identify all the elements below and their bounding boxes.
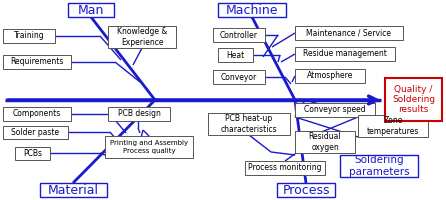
FancyBboxPatch shape — [277, 183, 335, 197]
Text: Soldering
parameters: Soldering parameters — [349, 155, 409, 177]
Text: Process: Process — [282, 184, 330, 196]
Text: Heat: Heat — [227, 50, 244, 60]
FancyBboxPatch shape — [295, 26, 403, 40]
FancyBboxPatch shape — [385, 78, 442, 121]
Text: Atmosphere: Atmosphere — [307, 72, 353, 80]
FancyBboxPatch shape — [295, 131, 355, 153]
Text: Printing and Assembly
Process quality: Printing and Assembly Process quality — [110, 140, 188, 154]
FancyBboxPatch shape — [218, 48, 253, 62]
FancyBboxPatch shape — [340, 155, 418, 177]
Text: Residue management: Residue management — [303, 49, 387, 58]
FancyBboxPatch shape — [358, 115, 428, 137]
Text: PCB design: PCB design — [118, 110, 161, 118]
FancyBboxPatch shape — [108, 26, 176, 48]
FancyBboxPatch shape — [3, 55, 71, 69]
Text: Machine: Machine — [226, 3, 278, 17]
FancyBboxPatch shape — [105, 136, 193, 158]
Text: PCBs: PCBs — [23, 149, 42, 158]
FancyBboxPatch shape — [208, 113, 290, 135]
Text: PCB heat-up
characteristics: PCB heat-up characteristics — [221, 114, 277, 134]
Text: Knowledge &
Experience: Knowledge & Experience — [117, 27, 167, 47]
FancyBboxPatch shape — [68, 3, 114, 17]
FancyBboxPatch shape — [213, 28, 265, 42]
Text: Conveyor: Conveyor — [221, 72, 257, 82]
Text: Controller: Controller — [220, 30, 258, 40]
FancyBboxPatch shape — [40, 183, 107, 197]
FancyBboxPatch shape — [218, 3, 286, 17]
Text: Maintenance / Service: Maintenance / Service — [306, 28, 392, 38]
Text: Requirements: Requirements — [10, 58, 64, 66]
Text: Training: Training — [14, 31, 44, 40]
Text: Components: Components — [13, 110, 61, 118]
FancyBboxPatch shape — [295, 47, 395, 61]
FancyBboxPatch shape — [3, 29, 55, 43]
FancyBboxPatch shape — [295, 69, 365, 83]
Text: Material: Material — [48, 184, 99, 196]
FancyBboxPatch shape — [245, 161, 325, 175]
FancyBboxPatch shape — [3, 126, 68, 139]
Text: Solder paste: Solder paste — [12, 128, 60, 137]
FancyBboxPatch shape — [295, 103, 375, 117]
Text: Conveyor speed: Conveyor speed — [304, 106, 366, 114]
FancyBboxPatch shape — [213, 70, 265, 84]
FancyBboxPatch shape — [108, 107, 170, 121]
Text: Residual
oxygen: Residual oxygen — [309, 132, 341, 152]
FancyBboxPatch shape — [3, 107, 71, 121]
Text: Man: Man — [78, 3, 104, 17]
FancyBboxPatch shape — [15, 147, 50, 160]
Text: Process monitoring: Process monitoring — [248, 164, 322, 172]
Text: Zone
temperatures: Zone temperatures — [367, 116, 419, 136]
Text: Quality /
Soldering
results: Quality / Soldering results — [392, 85, 435, 114]
